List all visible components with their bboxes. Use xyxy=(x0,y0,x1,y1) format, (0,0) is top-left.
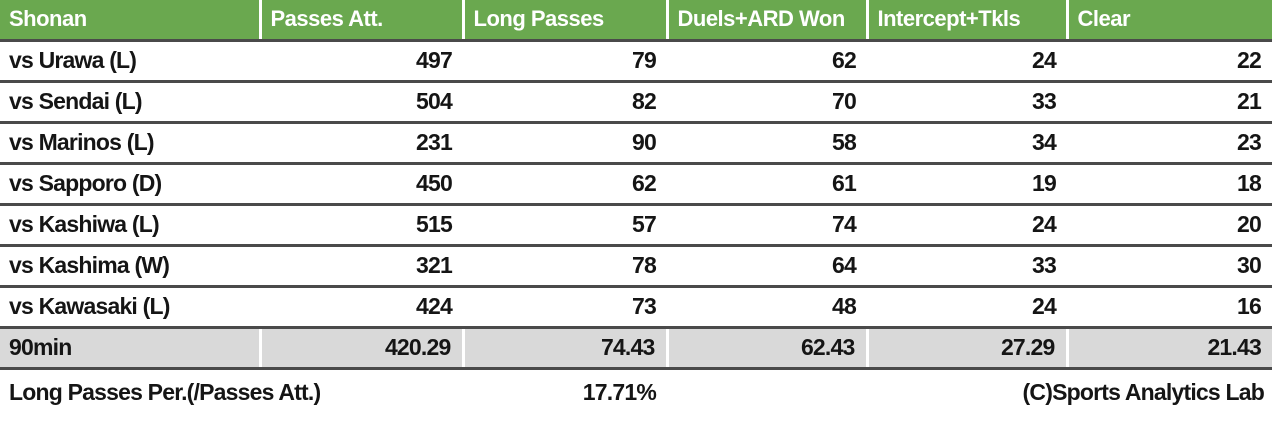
cell-duels-ard-won: 70 xyxy=(667,81,867,124)
cell-intercept-tkls: 24 xyxy=(867,204,1067,247)
cell-passes-att: 321 xyxy=(260,245,463,288)
cell-clear: 21 xyxy=(1067,81,1272,124)
match-row-sendai: vs Sendai (L) 504 82 70 33 21 xyxy=(0,81,1272,124)
header-row: Shonan Passes Att. Long Passes Duels+ARD… xyxy=(0,0,1272,42)
cell-clear: 22 xyxy=(1067,40,1272,83)
match-row-kashiwa: vs Kashiwa (L) 515 57 74 24 20 xyxy=(0,204,1272,247)
cell-duels-ard-won: 62 xyxy=(667,40,867,83)
cell-clear: 30 xyxy=(1067,245,1272,288)
column-header-passes-att: Passes Att. xyxy=(258,0,463,42)
cell-duels-ard-won: 58 xyxy=(667,122,867,165)
match-label: vs Kashima (W) xyxy=(0,245,260,288)
cell-duels-ard-won: 64 xyxy=(667,245,867,288)
cell-passes-att: 504 xyxy=(260,81,463,124)
match-row-kawasaki: vs Kawasaki (L) 424 73 48 24 16 xyxy=(0,286,1272,329)
match-label: vs Sendai (L) xyxy=(0,81,260,124)
summary-clear: 21.43 xyxy=(1065,327,1272,370)
cell-long-passes: 90 xyxy=(463,122,667,165)
footer-credit: (C)Sports Analytics Lab xyxy=(667,368,1272,415)
cell-passes-att: 424 xyxy=(260,286,463,329)
match-label: vs Kashiwa (L) xyxy=(0,204,260,247)
cell-clear: 16 xyxy=(1067,286,1272,329)
cell-intercept-tkls: 24 xyxy=(867,286,1067,329)
cell-duels-ard-won: 61 xyxy=(667,163,867,206)
cell-intercept-tkls: 33 xyxy=(867,245,1067,288)
cell-long-passes: 62 xyxy=(463,163,667,206)
footer-row: Long Passes Per.(/Passes Att.) 17.71% (C… xyxy=(0,368,1272,415)
table-header: Shonan Passes Att. Long Passes Duels+ARD… xyxy=(0,0,1272,42)
column-header-intercept-tkls: Intercept+Tkls xyxy=(865,0,1067,42)
cell-long-passes: 82 xyxy=(463,81,667,124)
cell-clear: 18 xyxy=(1067,163,1272,206)
cell-duels-ard-won: 74 xyxy=(667,204,867,247)
cell-intercept-tkls: 19 xyxy=(867,163,1067,206)
table-body: vs Urawa (L) 497 79 62 24 22 vs Sendai (… xyxy=(0,40,1272,415)
column-header-long-passes: Long Passes xyxy=(461,0,667,42)
match-label: vs Sapporo (D) xyxy=(0,163,260,206)
cell-passes-att: 497 xyxy=(260,40,463,83)
match-label: vs Kawasaki (L) xyxy=(0,286,260,329)
cell-duels-ard-won: 48 xyxy=(667,286,867,329)
column-header-shonan: Shonan xyxy=(0,0,260,42)
match-row-urawa: vs Urawa (L) 497 79 62 24 22 xyxy=(0,40,1272,83)
summary-intercept-tkls: 27.29 xyxy=(865,327,1067,370)
match-row-sapporo: vs Sapporo (D) 450 62 61 19 18 xyxy=(0,163,1272,206)
summary-row-90min: 90min 420.29 74.43 62.43 27.29 21.43 xyxy=(0,327,1272,370)
footer-percentage: 17.71% xyxy=(463,368,667,415)
cell-passes-att: 231 xyxy=(260,122,463,165)
column-header-clear: Clear xyxy=(1065,0,1272,42)
match-row-marinos: vs Marinos (L) 231 90 58 34 23 xyxy=(0,122,1272,165)
cell-long-passes: 57 xyxy=(463,204,667,247)
summary-duels-ard-won: 62.43 xyxy=(665,327,867,370)
cell-clear: 23 xyxy=(1067,122,1272,165)
cell-intercept-tkls: 24 xyxy=(867,40,1067,83)
cell-passes-att: 515 xyxy=(260,204,463,247)
summary-label: 90min xyxy=(0,327,260,370)
cell-passes-att: 450 xyxy=(260,163,463,206)
summary-passes-att: 420.29 xyxy=(258,327,463,370)
cell-long-passes: 79 xyxy=(463,40,667,83)
cell-intercept-tkls: 34 xyxy=(867,122,1067,165)
cell-intercept-tkls: 33 xyxy=(867,81,1067,124)
cell-long-passes: 73 xyxy=(463,286,667,329)
match-row-kashima: vs Kashima (W) 321 78 64 33 30 xyxy=(0,245,1272,288)
footer-label: Long Passes Per.(/Passes Att.) xyxy=(0,368,463,415)
column-header-duels-ard-won: Duels+ARD Won xyxy=(665,0,867,42)
summary-long-passes: 74.43 xyxy=(461,327,667,370)
match-label: vs Marinos (L) xyxy=(0,122,260,165)
match-label: vs Urawa (L) xyxy=(0,40,260,83)
cell-long-passes: 78 xyxy=(463,245,667,288)
cell-clear: 20 xyxy=(1067,204,1272,247)
